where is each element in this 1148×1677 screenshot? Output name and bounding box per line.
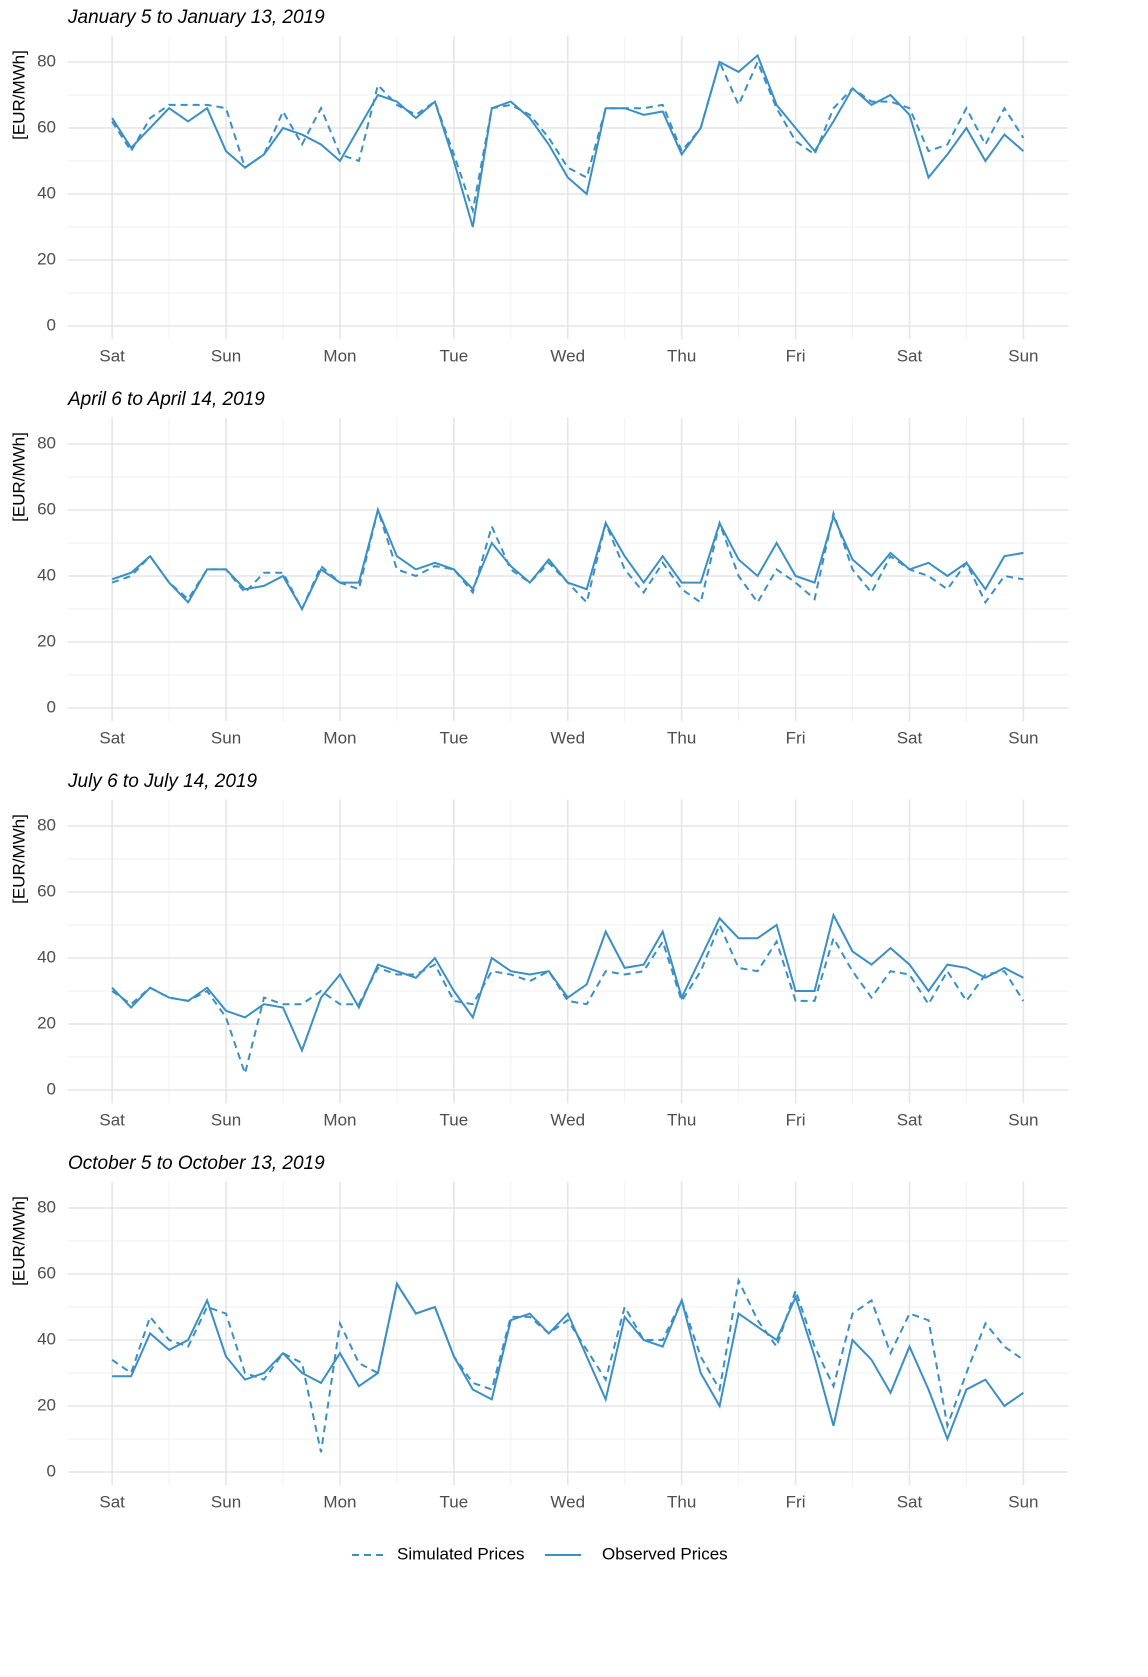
x-tick-label: Sun: [1008, 346, 1038, 365]
x-tick-label: Mon: [323, 1110, 356, 1129]
x-tick-label: Sun: [211, 1110, 241, 1129]
x-tick-label: Tue: [440, 346, 469, 365]
x-tick-label: Fri: [786, 1110, 806, 1129]
x-tick-label: Mon: [323, 728, 356, 747]
y-tick-label: 60: [37, 117, 56, 136]
y-axis-label: [EUR/MWh]: [9, 814, 28, 904]
x-tick-label: Thu: [667, 1110, 696, 1129]
series-line: [111, 506, 1024, 612]
y-tick-label: 20: [37, 1013, 56, 1032]
x-tick-label: Thu: [667, 346, 696, 365]
x-tick-label: Fri: [786, 346, 806, 365]
x-tick-label: Wed: [550, 1492, 585, 1511]
y-tick-label: 40: [37, 183, 56, 202]
x-tick-label: Fri: [786, 728, 806, 747]
x-tick-label: Mon: [323, 1492, 356, 1511]
x-tick-label: Sat: [99, 1110, 125, 1129]
chart-title: April 6 to April 14, 2019: [67, 389, 265, 410]
x-tick-label: Wed: [550, 346, 585, 365]
series-line: [111, 59, 1025, 215]
x-tick-label: Thu: [667, 1492, 696, 1511]
y-tick-label: 80: [37, 51, 56, 70]
x-tick-label: Sun: [1008, 1492, 1038, 1511]
y-tick-label: 40: [37, 565, 56, 584]
series-line: [111, 922, 1025, 1078]
y-tick-label: 60: [37, 499, 56, 518]
y-tick-label: 0: [47, 697, 56, 716]
chart-title: July 6 to July 14, 2019: [67, 771, 257, 792]
y-tick-label: 60: [37, 881, 56, 900]
y-tick-label: 20: [37, 249, 56, 268]
series-line: [111, 53, 1025, 228]
x-tick-label: Sat: [897, 1110, 923, 1129]
y-tick-label: 0: [47, 315, 56, 334]
y-tick-label: 80: [37, 433, 56, 452]
y-axis-label: [EUR/MWh]: [9, 50, 28, 140]
y-tick-label: 60: [37, 1263, 56, 1282]
x-tick-label: Sun: [211, 346, 241, 365]
y-axis-label: [EUR/MWh]: [9, 432, 28, 522]
x-tick-label: Sat: [897, 728, 923, 747]
x-tick-label: Sat: [897, 1492, 923, 1511]
legend-label: Observed Prices: [602, 1544, 728, 1563]
y-tick-label: 0: [47, 1461, 56, 1480]
x-tick-label: Tue: [440, 1110, 469, 1129]
x-tick-label: Wed: [550, 728, 585, 747]
x-tick-label: Sat: [99, 346, 125, 365]
x-tick-label: Thu: [667, 728, 696, 747]
x-tick-label: Sun: [211, 728, 241, 747]
y-tick-label: 80: [37, 1197, 56, 1216]
x-tick-label: Sat: [99, 1492, 125, 1511]
x-tick-label: Mon: [323, 346, 356, 365]
series-line: [111, 1277, 1024, 1453]
x-tick-label: Sun: [1008, 728, 1038, 747]
y-tick-label: 0: [47, 1079, 56, 1098]
y-tick-label: 40: [37, 947, 56, 966]
x-tick-label: Fri: [786, 1492, 806, 1511]
y-tick-label: 20: [37, 631, 56, 650]
legend-label: Simulated Prices: [397, 1544, 525, 1563]
x-tick-label: Tue: [440, 1492, 469, 1511]
x-tick-label: Sun: [1008, 1110, 1038, 1129]
y-tick-label: 80: [37, 815, 56, 834]
series-line: [111, 912, 1024, 1054]
series-line: [112, 1281, 1024, 1442]
x-tick-label: Wed: [550, 1110, 585, 1129]
y-axis-label: [EUR/MWh]: [9, 1196, 28, 1286]
chart-title: January 5 to January 13, 2019: [67, 7, 325, 28]
x-tick-label: Sun: [211, 1492, 241, 1511]
y-tick-label: 20: [37, 1395, 56, 1414]
x-tick-label: Tue: [440, 728, 469, 747]
x-tick-label: Sat: [897, 346, 923, 365]
chart-title: October 5 to October 13, 2019: [68, 1153, 325, 1174]
y-tick-label: 40: [37, 1329, 56, 1348]
x-tick-label: Sat: [99, 728, 125, 747]
